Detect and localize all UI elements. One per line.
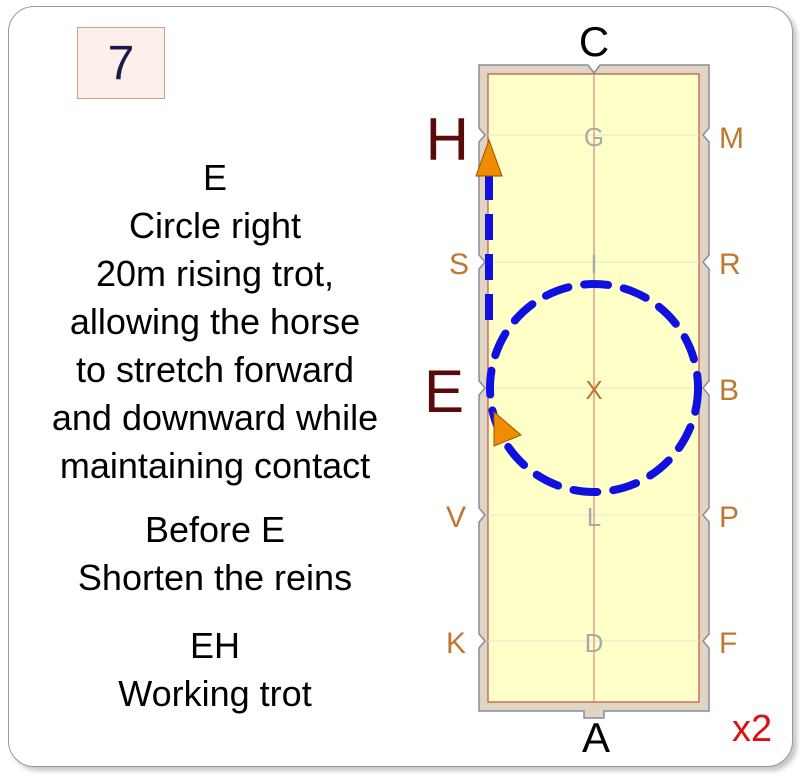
repeat-count: x2 [732,708,773,750]
end-letter-c: C [579,18,609,65]
centerline-marker-i: I [590,249,597,279]
marker-h: H [426,106,469,173]
centerline-marker-x: X [585,375,602,405]
marker-v: V [446,501,466,534]
instruction-line: Shorten the reins [77,557,353,598]
centerline-marker-g: G [584,122,604,152]
instruction-line: EH [189,625,240,666]
instruction-line: maintaining contact [59,445,371,486]
instruction-block-circle: E Circle right 20m rising trot, allowing… [10,154,420,490]
direction-arrow-up [475,138,503,177]
instruction-line: E [202,157,227,198]
instruction-line: Circle right [128,205,302,246]
test-number-box: 7 [77,27,165,99]
instruction-line: to stretch forward [75,349,355,390]
instruction-line: allowing the horse [69,301,361,342]
instruction-line: 20m rising trot, [95,253,335,294]
marker-e: E [424,358,464,425]
marker-m: M [719,122,744,155]
instruction-block-eh: EH Working trot [10,622,420,718]
marker-b: B [719,374,739,407]
centerline-marker-l: L [587,502,601,532]
end-letter-a: A [582,714,610,761]
circle-path [486,280,702,496]
test-number: 7 [107,36,135,90]
marker-f: F [719,627,737,660]
marker-r: R [719,248,741,281]
centerline-marker-d: D [585,628,604,658]
marker-s: S [449,248,469,281]
instruction-line: Working trot [118,673,312,714]
instruction-line: Before E [144,509,286,550]
marker-k: K [446,627,466,660]
direction-arrow-circle [493,410,522,447]
marker-p: P [719,501,739,534]
instruction-block-before-e: Before E Shorten the reins [10,506,420,602]
instruction-line: and downward while [51,397,379,438]
